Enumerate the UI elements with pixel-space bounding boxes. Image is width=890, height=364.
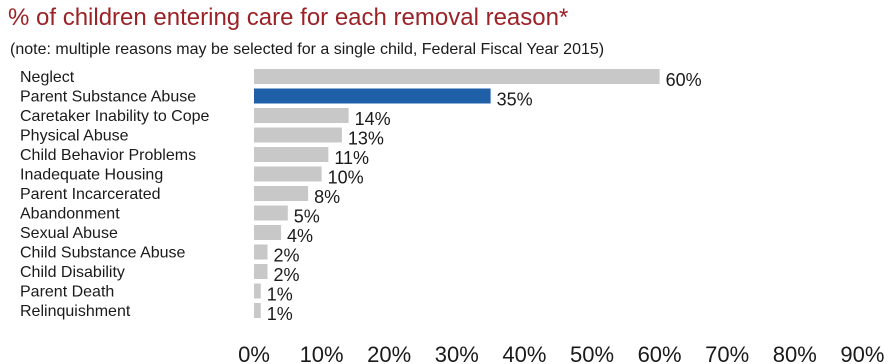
chart-subtitle: (note: multiple reasons may be selected … bbox=[10, 41, 605, 58]
value-label: 60% bbox=[666, 70, 702, 90]
bar bbox=[254, 205, 288, 221]
value-label: 1% bbox=[267, 285, 293, 305]
category-label: Parent Incarcerated bbox=[20, 186, 161, 203]
bar bbox=[254, 186, 309, 201]
value-label: 11% bbox=[334, 148, 369, 168]
x-tick-label: 10% bbox=[300, 342, 344, 364]
value-label: 8% bbox=[314, 187, 340, 207]
x-tick-label: 70% bbox=[705, 342, 749, 364]
value-label: 10% bbox=[328, 168, 364, 188]
bar bbox=[254, 166, 322, 182]
category-label: Child Disability bbox=[20, 264, 125, 281]
x-tick-label: 20% bbox=[367, 342, 411, 364]
bar bbox=[254, 264, 268, 279]
value-label: 2% bbox=[274, 246, 300, 266]
value-label: 5% bbox=[294, 207, 320, 227]
value-label: 2% bbox=[274, 265, 300, 285]
category-label: Parent Death bbox=[20, 284, 114, 301]
value-label: 1% bbox=[267, 304, 293, 324]
bar bbox=[254, 69, 660, 84]
value-label: 35% bbox=[497, 90, 533, 110]
x-tick-label: 30% bbox=[435, 342, 479, 364]
bar bbox=[254, 147, 329, 162]
bar bbox=[254, 127, 342, 143]
x-tick-label: 0% bbox=[238, 342, 270, 364]
category-label: Caretaker Inability to Cope bbox=[20, 108, 210, 125]
category-label: Parent Substance Abuse bbox=[20, 89, 196, 106]
bar bbox=[254, 225, 282, 240]
bar bbox=[254, 244, 268, 260]
category-label: Sexual Abuse bbox=[20, 225, 118, 242]
category-label: Relinquishment bbox=[20, 303, 131, 320]
x-tick-label: 50% bbox=[570, 342, 614, 364]
bar bbox=[254, 108, 349, 123]
x-tick-label: 80% bbox=[773, 342, 817, 364]
bar bbox=[254, 283, 261, 299]
category-label: Child Behavior Problems bbox=[20, 147, 196, 164]
bar bbox=[254, 88, 491, 104]
bar bbox=[254, 303, 261, 318]
category-label: Inadequate Housing bbox=[20, 167, 163, 184]
value-label: 13% bbox=[348, 129, 384, 149]
category-label: Abandonment bbox=[20, 206, 120, 223]
category-label: Physical Abuse bbox=[20, 128, 129, 145]
value-label: 4% bbox=[287, 226, 313, 246]
x-tick-label: 40% bbox=[502, 342, 546, 364]
category-label: Neglect bbox=[20, 69, 75, 86]
x-tick-label: 60% bbox=[638, 342, 682, 364]
x-tick-label: 90% bbox=[840, 342, 884, 364]
value-label: 14% bbox=[355, 109, 391, 129]
category-label: Child Substance Abuse bbox=[20, 245, 186, 262]
chart-title: % of children entering care for each rem… bbox=[8, 4, 569, 31]
